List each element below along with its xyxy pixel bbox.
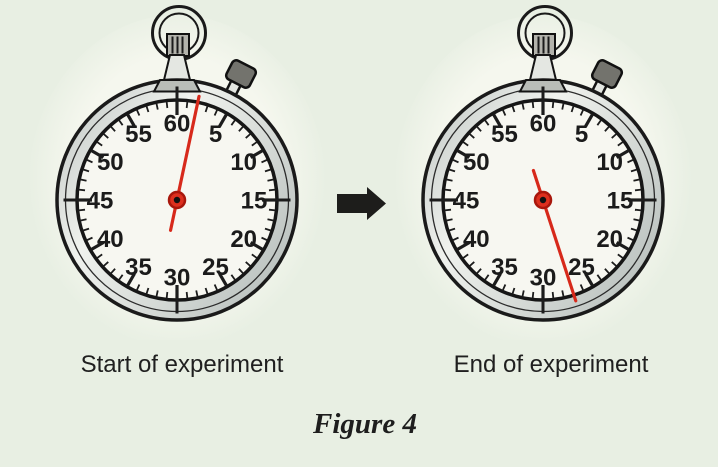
svg-text:45: 45	[453, 188, 480, 215]
svg-text:30: 30	[164, 265, 191, 292]
svg-text:35: 35	[125, 254, 152, 281]
tick-marks	[429, 86, 657, 314]
svg-text:50: 50	[463, 149, 490, 176]
svg-text:5: 5	[209, 121, 222, 148]
svg-text:20: 20	[230, 226, 257, 253]
crown-shoulder	[518, 79, 568, 93]
right-arrow-shape	[337, 187, 386, 220]
svg-text:10: 10	[230, 149, 257, 176]
svg-text:55: 55	[125, 121, 152, 148]
svg-text:45: 45	[87, 188, 114, 215]
svg-text:5: 5	[575, 121, 588, 148]
svg-text:40: 40	[97, 226, 124, 253]
svg-text:25: 25	[568, 254, 595, 281]
svg-text:25: 25	[202, 254, 229, 281]
figure-caption: Figure 4	[313, 408, 417, 440]
svg-text:30: 30	[530, 265, 557, 292]
stopwatch-end-label: End of experiment	[453, 351, 649, 378]
hand-hub	[167, 190, 187, 210]
svg-text:50: 50	[97, 149, 124, 176]
svg-text:40: 40	[463, 226, 490, 253]
crown-shoulder	[152, 79, 202, 93]
hand-hub	[533, 190, 553, 210]
svg-text:35: 35	[491, 254, 518, 281]
svg-text:15: 15	[607, 188, 634, 215]
crown-button	[532, 33, 556, 57]
svg-text:55: 55	[491, 121, 518, 148]
svg-text:10: 10	[596, 149, 623, 176]
svg-text:15: 15	[241, 188, 268, 215]
right-arrow-icon	[337, 187, 386, 220]
svg-text:60: 60	[530, 111, 557, 138]
tick-marks	[63, 86, 291, 314]
svg-text:20: 20	[596, 226, 623, 253]
crown-button	[166, 33, 190, 57]
stopwatch-start-label: Start of experiment	[80, 351, 284, 378]
svg-text:60: 60	[164, 111, 191, 138]
